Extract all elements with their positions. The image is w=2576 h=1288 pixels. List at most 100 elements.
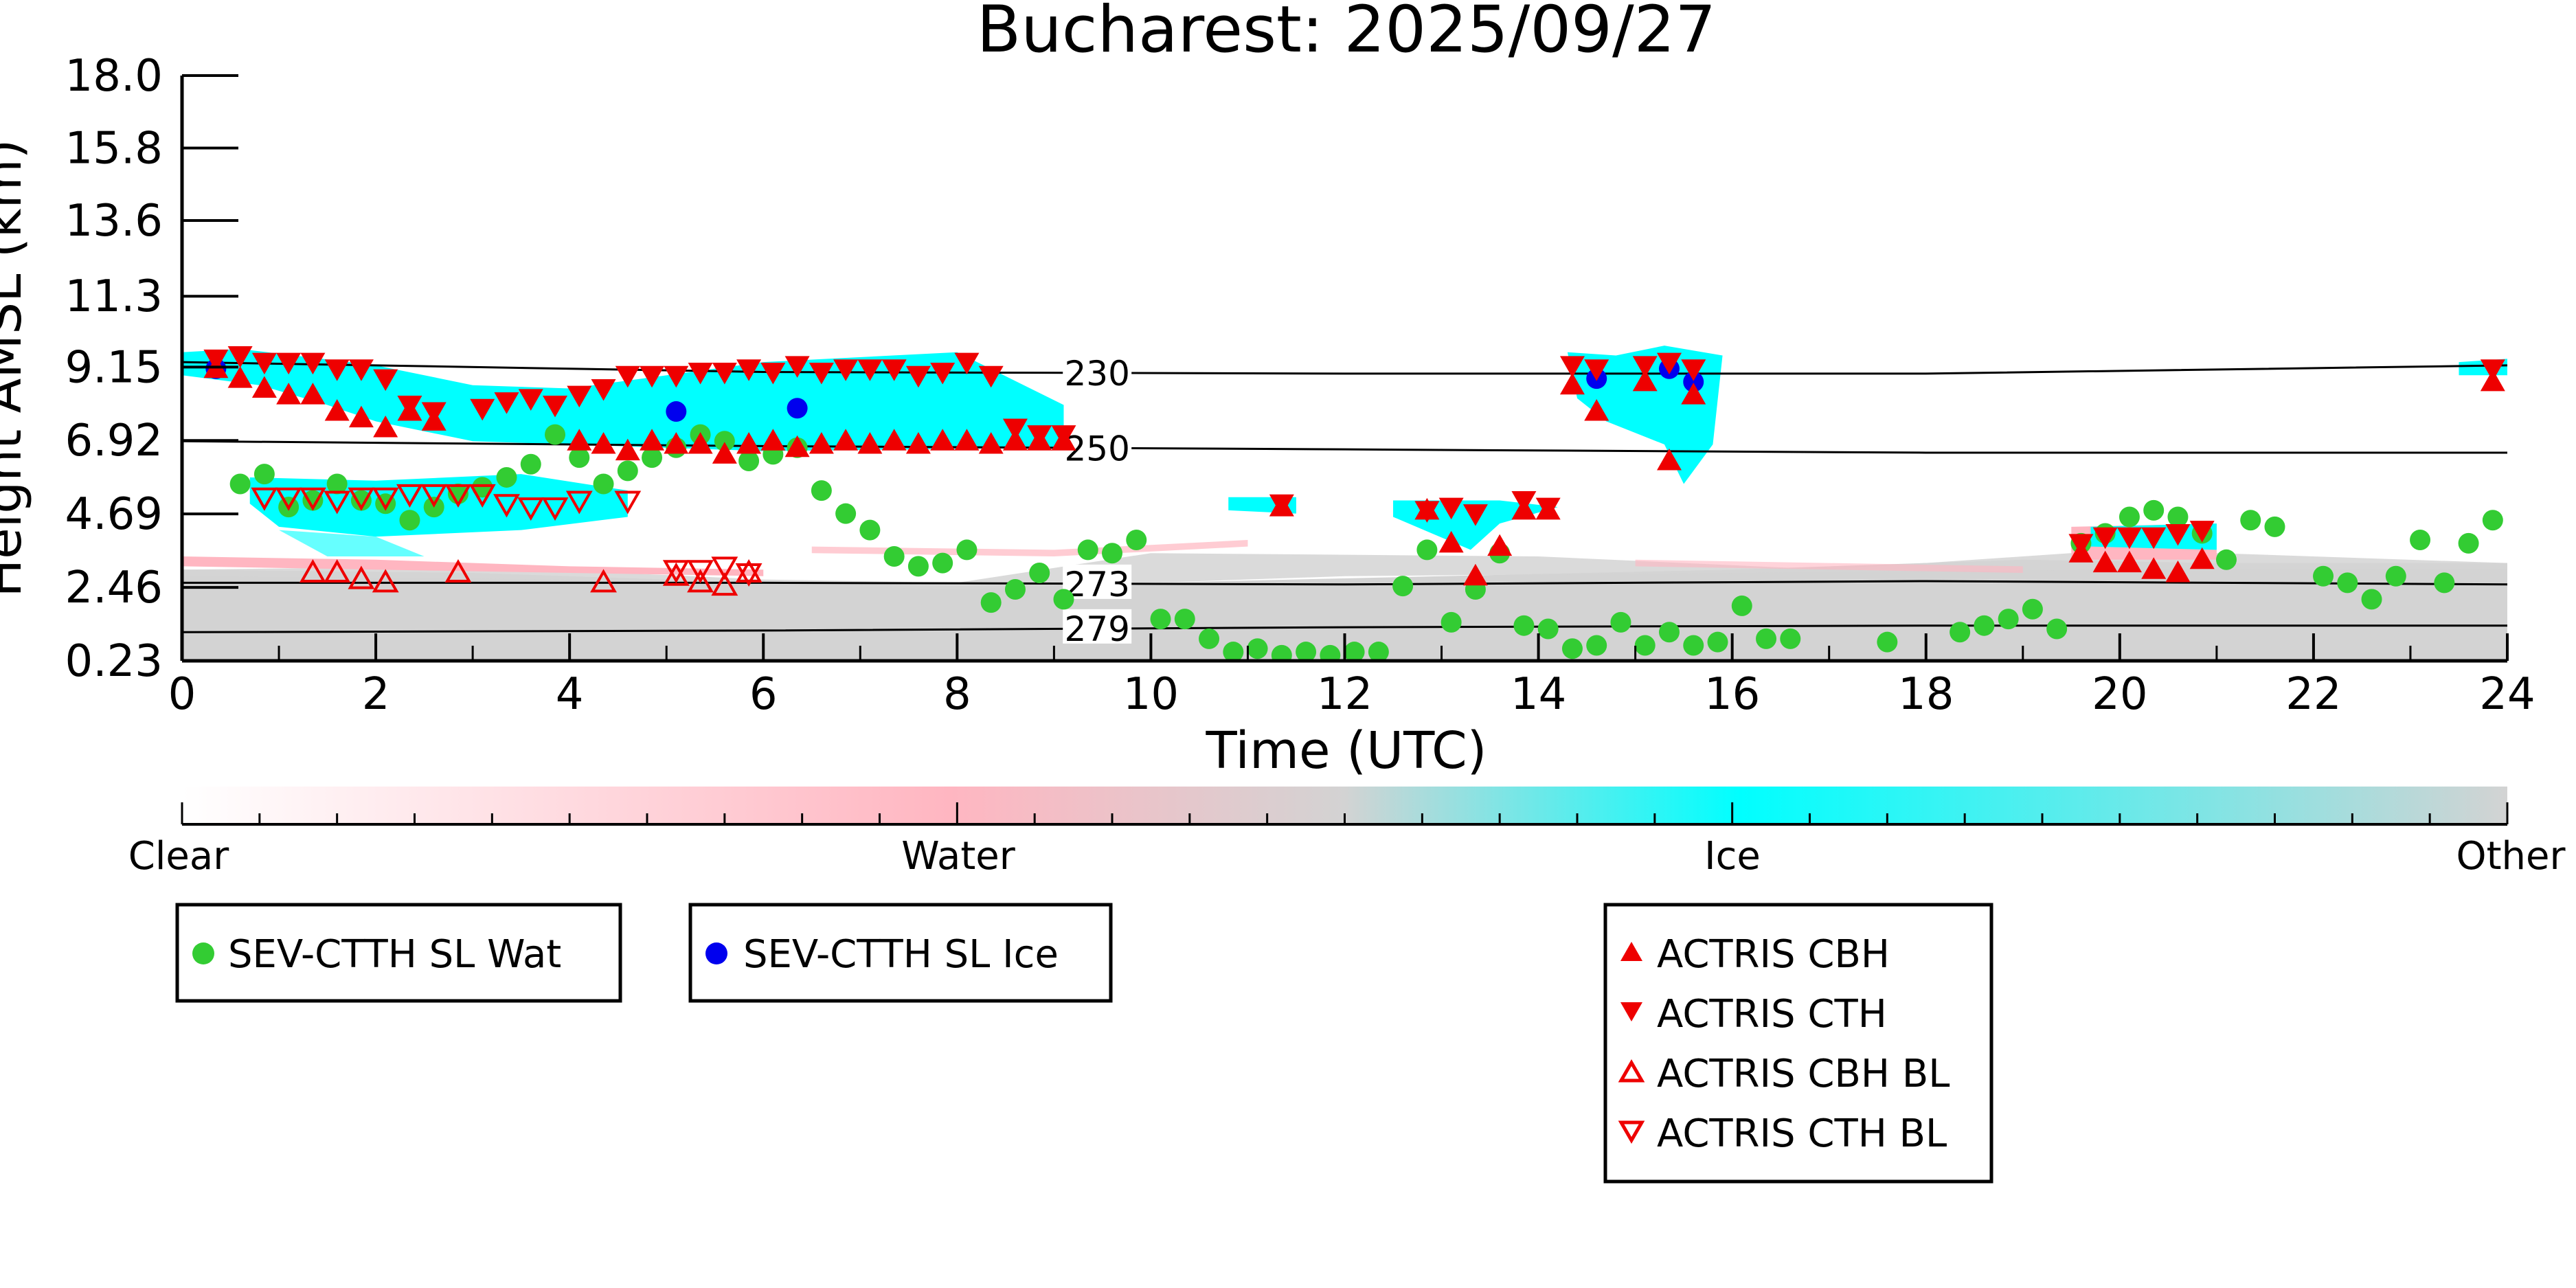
actris-cth-point — [251, 352, 277, 375]
sev-wat-point — [956, 539, 978, 561]
sev-wat-point — [2385, 565, 2406, 587]
x-tick-label: 10 — [1123, 669, 1179, 720]
actris-cth-point — [1051, 425, 1076, 447]
actris-cth-bl-point — [517, 497, 545, 521]
actris-cth-point — [2092, 527, 2118, 550]
actris-cbh-point — [905, 431, 931, 454]
sev-wat-point — [1998, 609, 2019, 630]
y-tick-label: 18.0 — [65, 51, 163, 102]
actris-cth-bl-point — [687, 560, 714, 584]
y-tick-label: 11.3 — [65, 271, 163, 322]
contour-line-250 — [182, 440, 2507, 454]
sev-wat-point — [1561, 638, 1583, 659]
actris-cbh-point — [1656, 448, 1682, 471]
contour-line-230 — [182, 361, 2507, 375]
sev-wat-point — [520, 453, 541, 475]
legend-box — [1603, 903, 1993, 1184]
sev-wat-point — [1634, 635, 1656, 656]
y-axis-label: Height AMSL (km) — [0, 139, 33, 597]
sev-wat-point — [1707, 631, 1728, 653]
actris-cbh-point — [2165, 560, 2191, 583]
legend-label-sev-ice: SEV-CTTH SL Ice — [743, 932, 1059, 977]
actris-cth-point — [324, 359, 350, 381]
contour-label-279: 279 — [1064, 609, 1129, 649]
x-tick-label: 6 — [749, 669, 778, 720]
sev-wat-point — [326, 473, 348, 495]
actris-cth-point — [591, 379, 616, 401]
legend-label-sev-wat: SEV-CTTH SL Wat — [228, 932, 561, 977]
actris-cbh-point — [930, 429, 956, 451]
actris-cbh-bl-point — [687, 569, 714, 593]
actris-cbh-bl-point — [372, 569, 399, 593]
actris-cth-bl-point — [275, 487, 302, 511]
y-tick-label: 6.92 — [65, 416, 163, 466]
actris-cth-point — [857, 359, 883, 381]
contour-label-230: 230 — [1064, 354, 1129, 394]
actris-cbh-point — [591, 431, 616, 454]
sev-wat-point — [642, 447, 663, 468]
sev-wat-point — [1247, 638, 1268, 659]
axes: 0 2 4 6 8 10 12 14 16 18 20 22 240.232.464.696.929.1… — [65, 51, 2535, 720]
sev-wat-point — [1344, 642, 1365, 661]
x-tick-label: 20 — [2092, 669, 2147, 720]
chart-title: Bucharest: 2025/09/27 — [977, 0, 1717, 67]
actris-cbh-point — [1487, 534, 1513, 556]
actris-cth-point — [2165, 523, 2191, 546]
actris-cth-point — [1269, 494, 1294, 517]
actris-cth-point — [1414, 501, 1440, 523]
y-tick-label: 0.23 — [65, 636, 163, 687]
sev-wat-point — [1537, 618, 1559, 640]
actris-cth-point — [954, 352, 980, 375]
actris-cbh-point — [712, 442, 737, 464]
actris-cth-bl-point — [444, 484, 472, 508]
sev-wat-point — [253, 464, 275, 485]
actris-cbh-point — [736, 431, 762, 454]
actris-cth-bl-point — [299, 487, 326, 511]
sev-wat-point — [835, 503, 857, 524]
sev-wat-point — [907, 556, 929, 577]
actris-cth-bl-point — [711, 556, 738, 580]
legend-marker-actris-cbh-bl — [1618, 1059, 1645, 1083]
sev-wat-point — [1683, 635, 1704, 656]
sev-wat-point — [447, 483, 468, 504]
actris-cbh-point — [1584, 399, 1609, 421]
sev-wat-point — [1780, 628, 1801, 649]
y-tick-label: 2.46 — [65, 563, 163, 613]
field-water — [811, 540, 1248, 557]
actris-cth-bl-point — [251, 487, 278, 511]
contour-label-bg — [1063, 429, 1132, 464]
x-tick-label: 16 — [1704, 669, 1760, 720]
actris-cth-point — [203, 349, 229, 372]
actris-cth-point — [615, 365, 640, 388]
actris-cth-point — [470, 398, 495, 421]
contour-line-273 — [182, 580, 2507, 586]
sev-wat-point — [1296, 642, 1317, 661]
actris-cbh-point — [1438, 530, 1464, 553]
y-tick-label: 9.15 — [65, 342, 163, 393]
actris-cth-point — [688, 363, 713, 385]
actris-cbh-point — [2092, 550, 2118, 573]
actris-cth-bl-point — [324, 490, 351, 515]
x-tick-label: 0 — [168, 669, 196, 720]
actris-cth-bl-point — [662, 560, 690, 584]
actris-cth-point — [1632, 356, 1658, 378]
sev-wat-point — [545, 424, 566, 445]
actris-cth-bl-point — [614, 490, 642, 515]
sev-wat-point — [1513, 615, 1535, 636]
sev-wat-point — [932, 552, 953, 574]
x-tick-label: 4 — [556, 669, 584, 720]
field-other — [182, 550, 2507, 589]
actris-cth-point — [712, 363, 737, 385]
actris-cth-point — [1559, 356, 1585, 378]
sev-wat-point — [2458, 532, 2479, 554]
x-tick-label: 14 — [1511, 669, 1566, 720]
legend-label-actris-cth-bl: ACTRIS CTH BL — [1657, 1111, 1947, 1156]
actris-cth-bl-point — [565, 490, 593, 515]
field-ice — [279, 530, 425, 557]
legend-sev-wat: SEV-CTTH SL Wat — [175, 903, 622, 1003]
actris-cbh-point — [227, 366, 253, 388]
actris-cbh-point — [881, 429, 907, 451]
legend-actris: ACTRIS CBH ACTRIS CTH ACTRIS CBH BL ACTR… — [1603, 903, 1993, 1184]
